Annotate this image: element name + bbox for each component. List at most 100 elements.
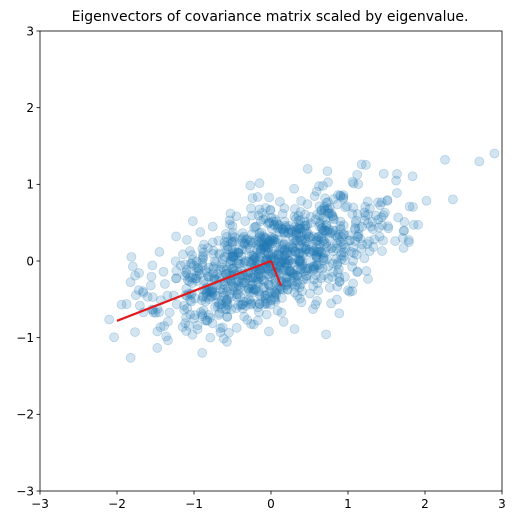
scatter-point <box>302 220 313 230</box>
scatter-point <box>277 224 288 235</box>
scatter-point <box>338 229 349 240</box>
scatter-point <box>340 242 351 253</box>
scatter-point <box>222 336 232 347</box>
scatter-point <box>259 233 270 244</box>
scatter-point <box>250 253 260 263</box>
scatter-point <box>279 244 290 255</box>
scatter-point <box>291 227 302 238</box>
scatter-point <box>333 264 344 275</box>
scatter-point <box>266 234 277 245</box>
scatter-point <box>248 251 258 261</box>
scatter-point <box>262 263 272 274</box>
scatter-point <box>254 204 265 215</box>
scatter-point <box>295 254 306 265</box>
scatter-point <box>281 280 292 291</box>
scatter-point <box>334 272 345 283</box>
scatter-point <box>336 232 347 243</box>
scatter-point <box>367 217 378 227</box>
scatter-point <box>315 239 325 250</box>
scatter-point <box>269 246 280 257</box>
scatter-point <box>308 263 319 273</box>
scatter-point <box>246 203 256 214</box>
scatter-point <box>304 244 315 255</box>
scatter-point <box>327 228 338 238</box>
scatter-point <box>218 264 229 275</box>
scatter-point <box>202 243 213 253</box>
scatter-point <box>399 217 410 227</box>
scatter-point <box>408 202 418 212</box>
scatter-point <box>197 243 208 254</box>
scatter-point <box>281 248 292 259</box>
scatter-point <box>265 271 275 282</box>
scatter-point <box>214 249 225 260</box>
scatter-point <box>221 294 232 305</box>
scatter-point <box>300 209 310 220</box>
scatter-point <box>187 216 198 227</box>
scatter-point <box>392 169 402 179</box>
scatter-point <box>324 202 335 213</box>
scatter-point <box>295 264 306 275</box>
scatter-point <box>293 224 304 235</box>
scatter-point <box>300 220 311 231</box>
scatter-point <box>250 221 261 232</box>
scatter-point <box>300 241 311 252</box>
scatter-point <box>273 247 284 257</box>
scatter-point <box>284 255 294 266</box>
scatter-point <box>270 214 280 225</box>
scatter-point <box>334 235 345 245</box>
scatter-point <box>193 265 204 276</box>
scatter-point <box>308 261 319 272</box>
scatter-point <box>311 186 322 197</box>
scatter-point <box>286 279 297 289</box>
scatter-point <box>301 237 312 248</box>
scatter-point <box>296 256 307 267</box>
scatter-point <box>313 252 323 263</box>
scatter-point <box>250 285 261 296</box>
scatter-point <box>127 261 138 272</box>
scatter-point <box>248 284 259 295</box>
scatter-point <box>268 216 279 227</box>
scatter-point <box>208 268 219 278</box>
scatter-point <box>348 178 359 189</box>
scatter-point <box>247 210 257 221</box>
scatter-point <box>304 246 314 257</box>
scatter-point <box>267 238 277 249</box>
scatter-point <box>347 261 358 272</box>
scatter-point <box>307 241 317 252</box>
scatter-point <box>313 244 324 255</box>
scatter-point <box>171 231 182 242</box>
scatter-point <box>363 274 373 284</box>
scatter-point <box>222 312 233 322</box>
scatter-point <box>313 246 324 257</box>
scatter-point <box>263 218 273 229</box>
scatter-point <box>281 235 291 246</box>
scatter-point <box>297 261 307 272</box>
scatter-point <box>246 257 257 267</box>
scatter-point <box>327 258 338 269</box>
scatter-point <box>215 327 226 338</box>
scatter-point <box>277 224 288 235</box>
scatter-point <box>265 299 276 310</box>
scatter-point <box>271 216 282 227</box>
scatter-point <box>134 268 144 278</box>
scatter-point <box>279 257 290 268</box>
scatter-point <box>218 290 229 301</box>
scatter-point <box>295 215 306 225</box>
scatter-point <box>264 239 275 249</box>
scatter-point <box>191 270 202 281</box>
scatter-point <box>248 255 258 266</box>
scatter-point <box>225 219 235 230</box>
scatter-point <box>319 201 330 212</box>
scatter-point <box>159 321 169 331</box>
scatter-point <box>254 232 265 242</box>
scatter-point <box>268 235 278 246</box>
scatter-point <box>125 352 136 363</box>
eigenvector-line-2 <box>269 260 283 286</box>
scatter-point <box>241 235 251 245</box>
scatter-point <box>250 298 261 309</box>
x-tick-label: 2 <box>421 497 429 511</box>
scatter-point <box>328 194 339 205</box>
scatter-point <box>244 256 254 267</box>
scatter-point <box>293 228 304 239</box>
scatter-point <box>231 322 242 333</box>
